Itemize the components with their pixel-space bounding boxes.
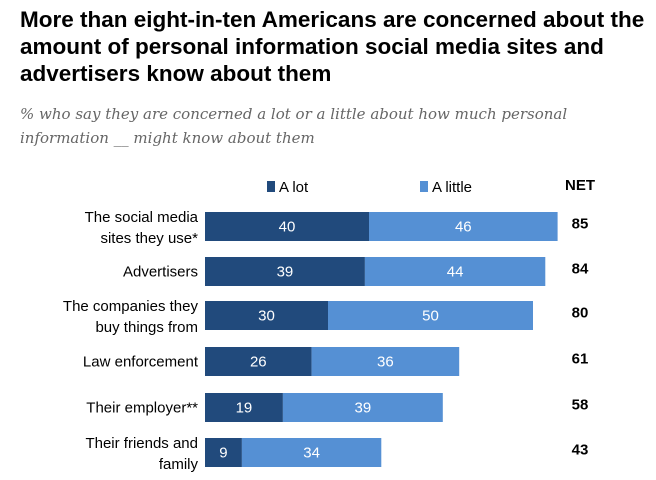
legend-swatch-1 bbox=[420, 181, 428, 192]
bar-segment bbox=[369, 212, 558, 241]
legend-label-1: A little bbox=[432, 179, 472, 196]
bar-segment bbox=[205, 347, 312, 376]
data-label: 34 bbox=[303, 445, 320, 462]
data-label: 9 bbox=[219, 445, 227, 462]
net-value: 84 bbox=[572, 261, 589, 278]
category-label: The social media sites they use* bbox=[85, 209, 199, 247]
bar-segment bbox=[282, 393, 443, 422]
data-label: 46 bbox=[455, 219, 472, 236]
legend-swatch-0 bbox=[267, 181, 275, 192]
bar-segment bbox=[311, 347, 460, 376]
data-label: 26 bbox=[250, 354, 267, 371]
category-label: Their employer** bbox=[86, 400, 198, 417]
category-label: Advertisers bbox=[123, 264, 198, 281]
category-label: Law enforcement bbox=[83, 354, 199, 371]
legend-label-0: A lot bbox=[279, 179, 309, 196]
bar-segment bbox=[364, 257, 546, 286]
chart-title: More than eight-in-ten Americans are con… bbox=[20, 7, 645, 86]
bar-segment bbox=[205, 301, 328, 330]
data-label: 50 bbox=[422, 308, 439, 325]
net-value: 61 bbox=[572, 351, 589, 368]
data-label: 44 bbox=[447, 264, 464, 281]
bar-segment bbox=[205, 257, 365, 286]
bar-segment bbox=[241, 438, 382, 467]
net-header: NET bbox=[565, 177, 595, 194]
bar-segment bbox=[205, 212, 369, 241]
category-label: Their friends and family bbox=[85, 435, 198, 473]
bar-segment bbox=[205, 438, 242, 467]
chart-subtitle: % who say they are concerned a lot or a … bbox=[20, 105, 568, 147]
data-label: 39 bbox=[355, 400, 372, 417]
bar-segment bbox=[205, 393, 283, 422]
net-value: 58 bbox=[572, 397, 589, 414]
data-label: 40 bbox=[279, 219, 296, 236]
data-label: 19 bbox=[236, 400, 253, 417]
data-label: 36 bbox=[377, 354, 394, 371]
net-value: 80 bbox=[572, 305, 589, 322]
net-value: 43 bbox=[572, 442, 589, 459]
category-label: The companies they buy things from bbox=[63, 298, 199, 336]
net-value: 85 bbox=[572, 216, 589, 233]
data-label: 30 bbox=[258, 308, 275, 325]
bar-segment bbox=[328, 301, 533, 330]
data-label: 39 bbox=[277, 264, 294, 281]
